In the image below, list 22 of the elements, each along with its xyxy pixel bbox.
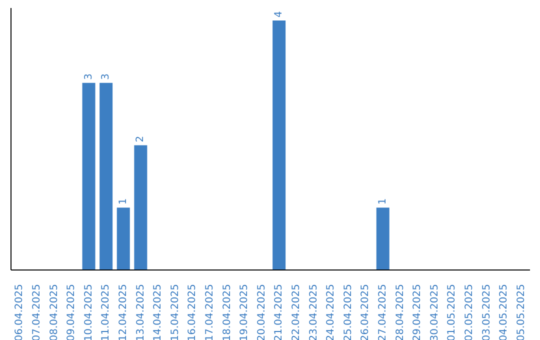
data-label: 1 (118, 198, 129, 205)
x-tick-label: 16.04.2025 (187, 284, 198, 340)
x-tick-label: 17.04.2025 (204, 284, 216, 340)
data-label: 3 (100, 73, 112, 80)
bar (100, 82, 113, 270)
x-tick-label: 19.04.2025 (239, 284, 250, 340)
bar (116, 208, 130, 270)
x-tick-label: 12.04.2025 (118, 284, 129, 340)
data-label: 3 (83, 73, 94, 80)
bar (376, 208, 390, 270)
x-tick-label: 11.04.2025 (100, 284, 112, 340)
x-tick-label: 14.04.2025 (152, 284, 164, 340)
bar (272, 20, 286, 270)
data-label: 1 (377, 198, 388, 205)
data-label: 4 (274, 11, 285, 18)
x-tick-label: 13.04.2025 (135, 284, 146, 340)
x-tick-label: 15.04.2025 (170, 284, 181, 340)
data-label: 2 (135, 136, 146, 142)
x-tick-label: 10.04.2025 (83, 284, 94, 340)
bar (134, 145, 148, 270)
x-tick-label: 18.04.2025 (222, 284, 233, 340)
bar (82, 82, 96, 270)
